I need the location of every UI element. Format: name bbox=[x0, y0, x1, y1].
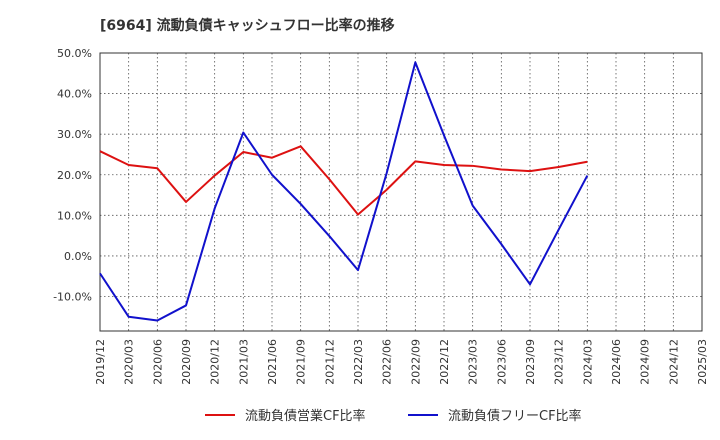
plot-border bbox=[99, 52, 703, 332]
legend-label-2: 流動負債フリーCF比率 bbox=[448, 408, 582, 424]
legend: 流動負債営業CF比率 流動負債フリーCF比率 bbox=[205, 408, 582, 424]
x-tick-label: 2024/06 bbox=[610, 339, 623, 385]
x-tick-label: 2021/03 bbox=[237, 339, 250, 385]
x-tick-label: 2024/09 bbox=[639, 339, 652, 385]
plot-area: -10.0% 0.0% 10.0% 20.0% 30.0% 40.0% 50.0% 2019/… bbox=[53, 47, 709, 385]
x-tick-label: 2022/06 bbox=[381, 339, 394, 385]
x-tick-label: 2019/12 bbox=[94, 339, 107, 385]
plot-background bbox=[100, 53, 702, 331]
x-tick-label: 2020/03 bbox=[123, 339, 136, 385]
y-tick-label: -10.0% bbox=[53, 291, 92, 304]
x-tick-label: 2020/09 bbox=[180, 339, 193, 385]
x-tick-label: 2022/12 bbox=[438, 339, 451, 385]
x-tick-label: 2025/03 bbox=[696, 339, 709, 385]
y-tick-label: 50.0% bbox=[57, 47, 92, 60]
x-tick-label: 2023/09 bbox=[524, 339, 537, 385]
x-tick-label: 2024/03 bbox=[581, 339, 594, 385]
chart-title: [6964] 流動負債キャッシュフロー比率の推移 bbox=[100, 17, 395, 34]
x-tick-label: 2020/06 bbox=[151, 339, 164, 385]
x-tick-label: 2023/06 bbox=[495, 339, 508, 385]
y-tick-label: 30.0% bbox=[57, 128, 92, 141]
series-line-1 bbox=[99, 145, 588, 216]
x-tick-label: 2021/12 bbox=[323, 339, 336, 385]
x-tick-label: 2023/03 bbox=[467, 339, 480, 385]
y-tick-label: 10.0% bbox=[57, 209, 92, 222]
x-tick-label: 2021/09 bbox=[295, 339, 308, 385]
x-tick-label: 2020/12 bbox=[209, 339, 222, 385]
x-tick-label: 2022/03 bbox=[352, 339, 365, 385]
x-tick-label: 2021/06 bbox=[266, 339, 279, 385]
series-line-2 bbox=[99, 61, 589, 322]
y-tick-label: 20.0% bbox=[57, 169, 92, 182]
x-tick-label: 2023/12 bbox=[553, 339, 566, 385]
legend-label-1: 流動負債営業CF比率 bbox=[245, 408, 366, 424]
y-tick-label: 40.0% bbox=[57, 88, 92, 101]
x-tick-label: 2024/12 bbox=[667, 339, 680, 385]
x-tick-label: 2022/09 bbox=[409, 339, 422, 385]
y-tick-label: 0.0% bbox=[64, 250, 92, 263]
